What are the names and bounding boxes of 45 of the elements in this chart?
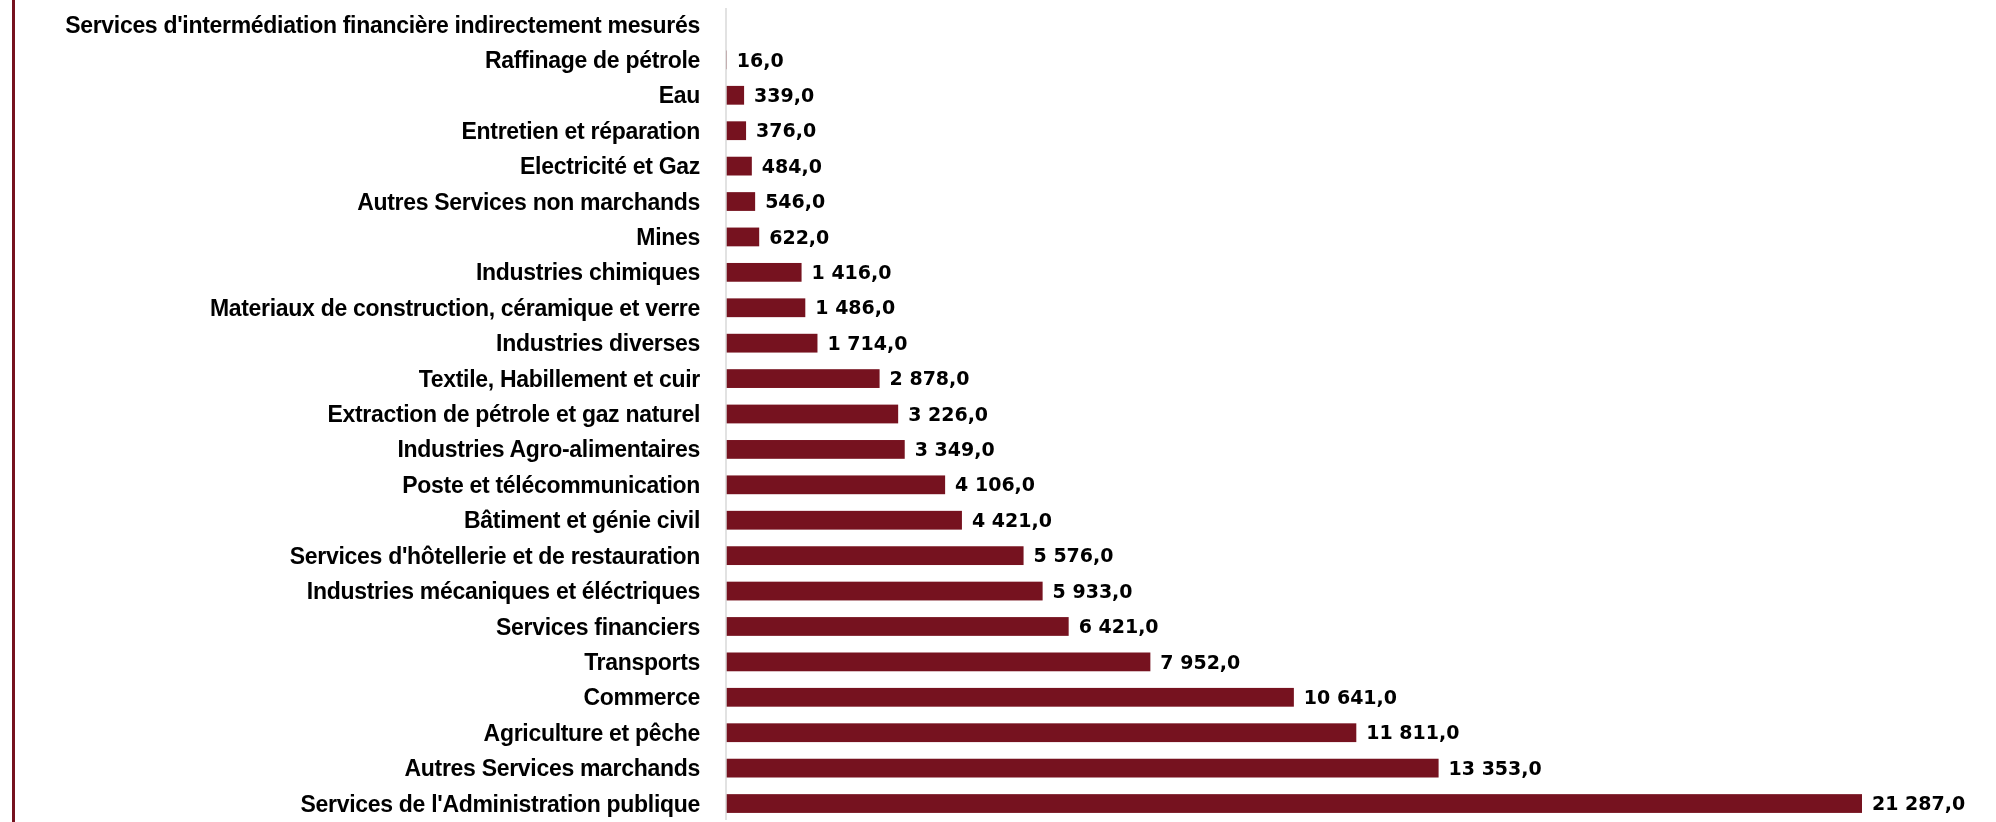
y-tick-label: Autres Services non marchands <box>357 188 700 215</box>
data-label: 622,0 <box>769 225 830 248</box>
data-label: 1 416,0 <box>811 261 892 283</box>
y-tick-label: Industries mécaniques et éléctriques <box>306 578 700 605</box>
y-tick-label: Services d'intermédiation financière indirectement mesurés <box>65 11 700 38</box>
data-label: 376,0 <box>756 119 817 142</box>
y-tick-label: Industries Agro-alimentaires <box>397 436 700 463</box>
y-tick-label: Poste et télécommunication <box>402 471 700 498</box>
data-label: 2 878,0 <box>889 367 970 390</box>
y-tick-label: Mines <box>636 223 700 250</box>
y-tick-label: Extraction de pétrole et gaz naturel <box>327 401 700 428</box>
data-label: 16,0 <box>736 48 784 71</box>
data-label: 3 226,0 <box>908 402 989 425</box>
y-tick-label: Services d'hôtellerie et de restauration <box>289 542 700 569</box>
data-label: 21 287,0 <box>1872 792 1966 815</box>
data-label: 7 952,0 <box>1160 650 1241 673</box>
data-label: 6 421,0 <box>1078 615 1159 638</box>
data-label: 5 576,0 <box>1033 544 1114 567</box>
data-label: 5 933,0 <box>1052 579 1133 602</box>
data-label: 11 811,0 <box>1366 721 1460 744</box>
data-label: 339,0 <box>754 83 815 106</box>
y-tick-label: Electricité et Gaz <box>520 153 700 180</box>
data-label: 3 349,0 <box>914 438 995 461</box>
y-tick-label: Autres Services marchands <box>404 755 700 782</box>
data-label: 484,0 <box>761 154 822 177</box>
y-tick-label: Transports <box>584 648 700 675</box>
y-tick-label: Industries diverses <box>496 330 700 357</box>
y-tick-label: Services financiers <box>496 613 700 640</box>
y-tick-label: Textile, Habillement et cuir <box>418 365 701 392</box>
data-label: 546,0 <box>765 190 826 213</box>
y-tick-label: Eau <box>658 82 700 109</box>
data-label: 1 714,0 <box>827 331 908 354</box>
y-tick-label: Services de l'Administration publique <box>300 790 700 817</box>
y-tick-label: Raffinage de pétrole <box>484 46 700 73</box>
y-tick-label: Agriculture et pêche <box>483 719 700 746</box>
y-tick-label: Materiaux de construction, céramique et verre <box>209 294 700 321</box>
data-label: 4 421,0 <box>971 508 1052 531</box>
y-tick-label: Industries chimiques <box>475 259 700 286</box>
data-label: 1 486,0 <box>815 296 896 319</box>
y-tick-label: Entretien et réparation <box>461 117 700 144</box>
y-tick-label: Commerce <box>583 684 700 711</box>
data-label: 10 641,0 <box>1303 685 1398 708</box>
data-label: 13 353,0 <box>1448 756 1542 779</box>
y-tick-label: Bâtiment et génie civil <box>464 507 700 534</box>
data-label: 4 106,0 <box>955 473 1036 496</box>
